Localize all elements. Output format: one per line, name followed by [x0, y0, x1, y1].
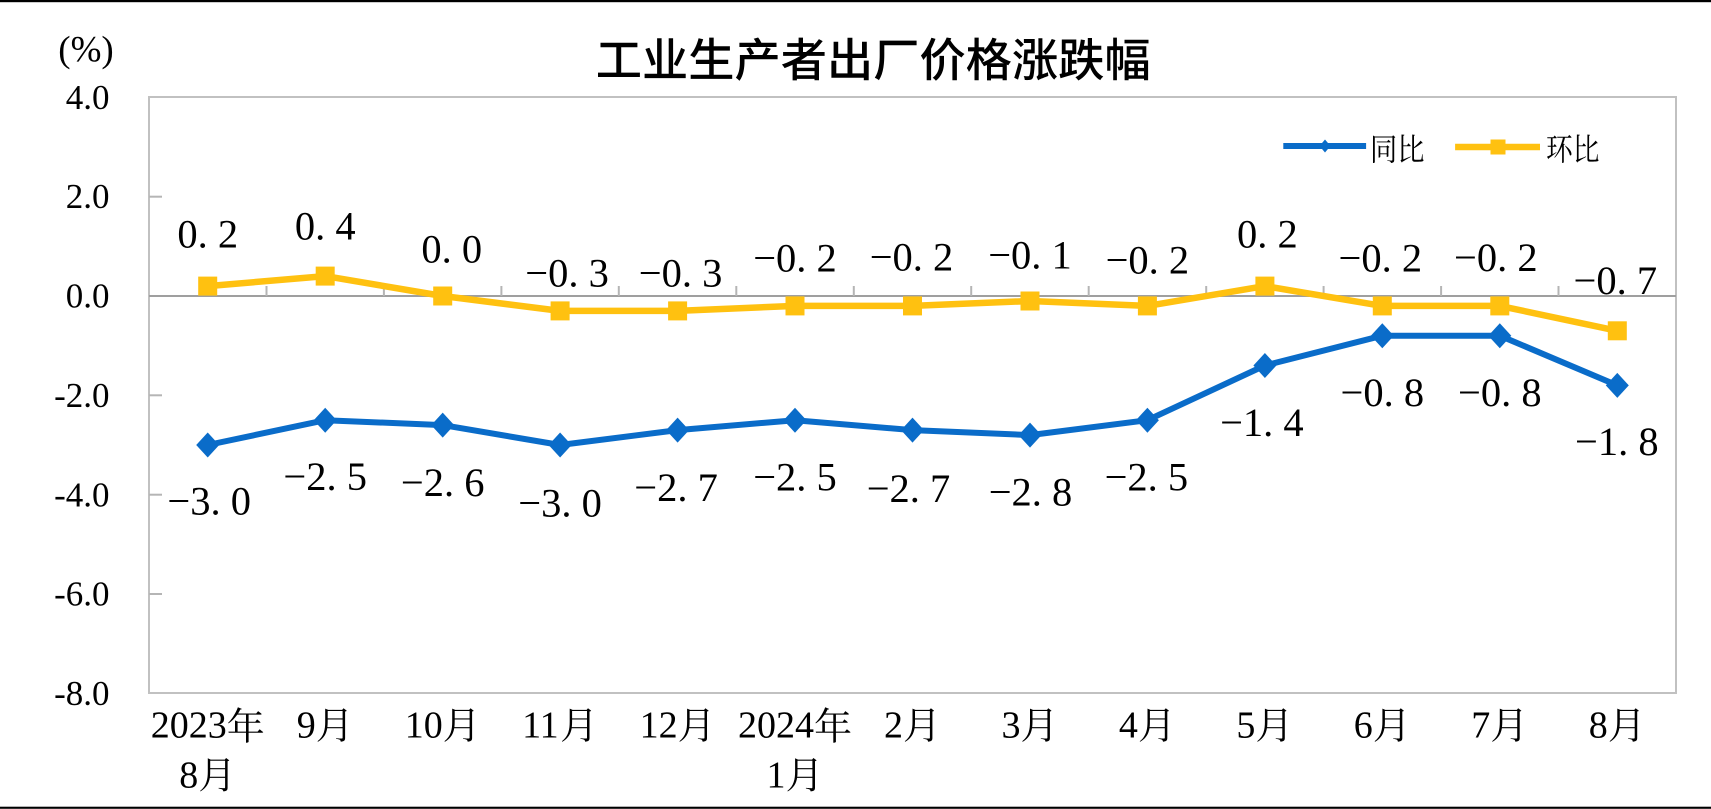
svg-text:6: 6 — [1354, 705, 1373, 747]
svg-text:−1. 4: −1. 4 — [1220, 400, 1304, 445]
svg-text:−2. 8: −2. 8 — [989, 470, 1073, 515]
svg-text:9: 9 — [297, 705, 316, 747]
svg-text:2023: 2023 — [151, 705, 227, 747]
svg-text:0. 2: 0. 2 — [177, 212, 238, 257]
svg-text:−2. 5: −2. 5 — [753, 455, 837, 500]
svg-text:−0. 3: −0. 3 — [525, 250, 609, 295]
svg-text:2: 2 — [884, 705, 903, 747]
svg-text:−2. 5: −2. 5 — [283, 454, 367, 499]
svg-text:−0. 3: −0. 3 — [639, 250, 723, 295]
svg-text:−2. 6: −2. 6 — [401, 460, 485, 505]
svg-text:2.0: 2.0 — [66, 177, 110, 216]
svg-text:0. 0: 0. 0 — [421, 226, 482, 271]
svg-text:2024: 2024 — [738, 705, 814, 747]
svg-text:0. 4: 0. 4 — [295, 204, 356, 249]
svg-text:−3. 0: −3. 0 — [167, 478, 251, 523]
svg-text:1: 1 — [767, 754, 786, 796]
svg-text:12: 12 — [640, 705, 678, 747]
svg-text:−2. 7: −2. 7 — [867, 466, 951, 511]
svg-text:0. 2: 0. 2 — [1237, 212, 1298, 257]
svg-text:3: 3 — [1002, 705, 1021, 747]
svg-text:−0. 2: −0. 2 — [753, 235, 837, 280]
svg-text:−0. 8: −0. 8 — [1341, 370, 1425, 415]
svg-text:−0. 8: −0. 8 — [1458, 370, 1542, 415]
svg-text:−2. 7: −2. 7 — [634, 465, 718, 510]
svg-text:-8.0: -8.0 — [54, 674, 109, 713]
svg-text:(%): (%) — [58, 29, 113, 70]
svg-text:−0. 2: −0. 2 — [870, 234, 954, 279]
svg-text:−0. 2: −0. 2 — [1106, 237, 1190, 282]
svg-text:11: 11 — [522, 705, 559, 747]
svg-text:0.0: 0.0 — [66, 277, 110, 316]
svg-text:7: 7 — [1471, 705, 1490, 747]
svg-text:−3. 0: −3. 0 — [518, 480, 602, 525]
svg-text:−0. 2: −0. 2 — [1339, 235, 1423, 280]
svg-text:−2. 5: −2. 5 — [1105, 455, 1189, 500]
svg-text:−0. 2: −0. 2 — [1454, 235, 1538, 280]
svg-text:-2.0: -2.0 — [54, 376, 109, 415]
svg-text:8: 8 — [1589, 705, 1608, 747]
svg-text:4.0: 4.0 — [66, 78, 110, 117]
svg-text:4: 4 — [1119, 705, 1138, 747]
svg-text:-6.0: -6.0 — [54, 575, 109, 614]
svg-text:10: 10 — [405, 705, 443, 747]
svg-text:-4.0: -4.0 — [54, 475, 109, 514]
svg-text:5: 5 — [1236, 705, 1255, 747]
svg-text:−0. 1: −0. 1 — [988, 232, 1072, 277]
svg-text:−1. 8: −1. 8 — [1575, 419, 1659, 464]
svg-text:8: 8 — [179, 754, 198, 796]
svg-text:−0. 7: −0. 7 — [1574, 258, 1658, 303]
